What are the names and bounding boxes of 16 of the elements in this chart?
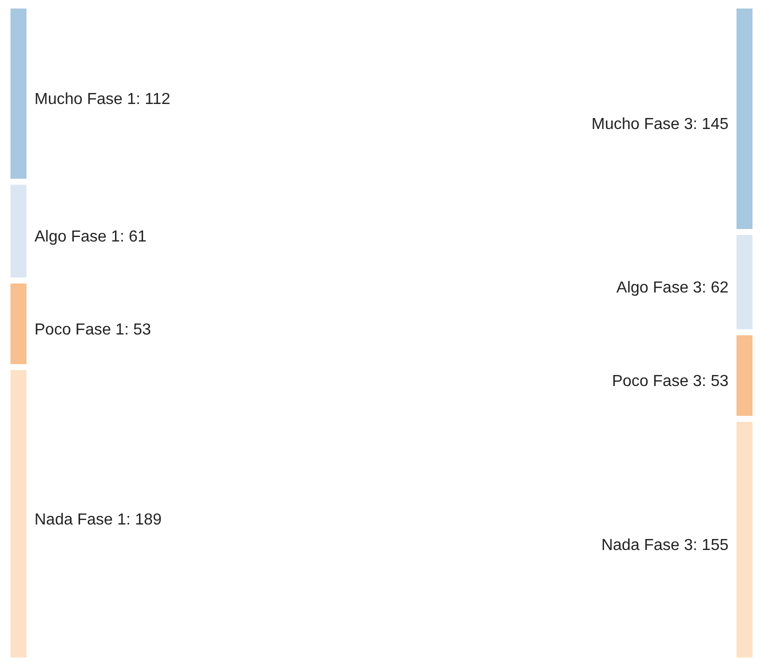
category-label: Algo Fase 3	[616, 280, 702, 297]
data-label: : 62	[702, 280, 729, 297]
category-label: Algo Fase 1	[34, 228, 120, 246]
category-label: Poco Fase 3	[612, 373, 702, 390]
data-label: : 61	[120, 228, 147, 246]
category-label: Nada Fase 1	[34, 511, 126, 528]
category-label: Poco Fase 1	[34, 321, 124, 338]
data-label: : 145	[692, 116, 729, 134]
category-label: Mucho Fase 1	[34, 91, 136, 108]
data-label: : 53	[124, 321, 152, 338]
category-label: Nada Fase 3	[601, 537, 694, 554]
data-label: : 189	[126, 511, 162, 528]
category-label: Mucho Fase 3	[592, 116, 694, 134]
data-label: : 53	[702, 373, 729, 390]
data-label: : 155	[692, 537, 729, 554]
data-label: : 112	[136, 91, 170, 108]
